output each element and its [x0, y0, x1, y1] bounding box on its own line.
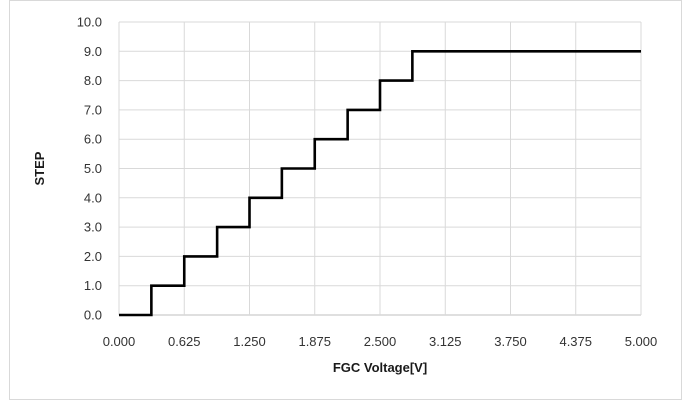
x-tick-label: 5.000	[625, 334, 658, 349]
y-axis-label: STEP	[32, 151, 47, 185]
y-tick-label: 2.0	[84, 249, 102, 264]
x-axis-label: FGC Voltage[V]	[333, 360, 427, 375]
y-tick-label: 1.0	[84, 278, 102, 293]
x-tick-label: 3.750	[494, 334, 527, 349]
x-tick-labels: 0.000 0.625 1.250 1.875 2.500 3.125 3.750 4.375…	[103, 334, 658, 349]
y-tick-label: 9.0	[84, 44, 102, 59]
y-tick-label: 8.0	[84, 73, 102, 88]
x-tick-label: 1.875	[298, 334, 331, 349]
y-tick-label: 5.0	[84, 161, 102, 176]
y-tick-labels: 0.0 1.0 2.0 3.0 4.0 5.0 6.0 7.0 8.0 9.0 10.0	[77, 15, 102, 323]
y-tick-label: 3.0	[84, 220, 102, 235]
grid-lines	[118, 21, 642, 316]
y-tick-label: 0.0	[84, 308, 102, 323]
y-tick-label: 10.0	[77, 15, 102, 30]
x-tick-label: 1.250	[233, 334, 266, 349]
y-tick-label: 6.0	[84, 132, 102, 147]
y-tick-label: 4.0	[84, 190, 102, 205]
y-tick-label: 7.0	[84, 102, 102, 117]
x-tick-label: 3.125	[429, 334, 462, 349]
x-tick-label: 4.375	[559, 334, 592, 349]
series-layer	[119, 49, 641, 317]
x-tick-label: 2.500	[364, 334, 397, 349]
x-tick-label: 0.000	[103, 334, 136, 349]
x-tick-label: 0.625	[168, 334, 201, 349]
step-series-line	[119, 49, 641, 317]
chart-frame	[9, 0, 682, 400]
